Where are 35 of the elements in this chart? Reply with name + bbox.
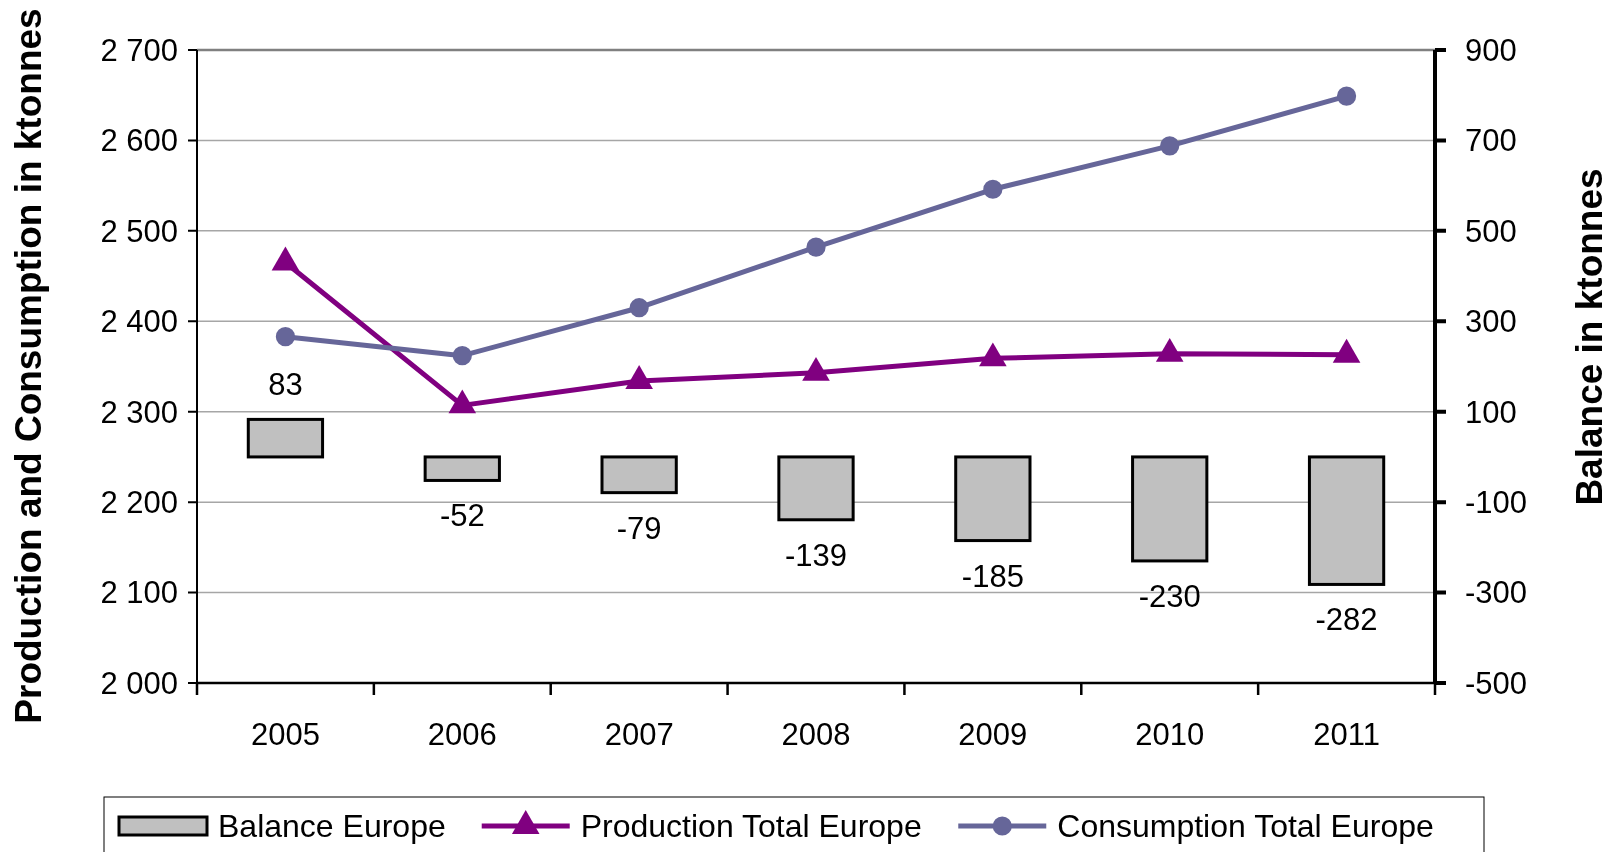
- y2-tick-label: 100: [1465, 394, 1517, 430]
- legend-label: Production Total Europe: [580, 808, 922, 844]
- y-tick-label: 2 600: [100, 123, 178, 159]
- y2-tick-label: 500: [1465, 213, 1517, 249]
- data-label: -139: [784, 537, 848, 573]
- x-tick-label: 2011: [1313, 717, 1380, 752]
- y-tick-label: 2 200: [100, 484, 178, 520]
- x-tick-label: 2007: [604, 717, 674, 752]
- data-label: -185: [961, 558, 1024, 594]
- y2-tick-label: -300: [1465, 575, 1528, 611]
- data-label: -230: [1138, 578, 1201, 614]
- y-tick-label: 2 700: [100, 32, 178, 68]
- y2-axis-title: Balance in ktonnes: [1569, 168, 1610, 506]
- data-label: -282: [1315, 602, 1378, 638]
- y2-tick-label: 300: [1465, 304, 1517, 340]
- y2-tick-label: 700: [1465, 123, 1517, 159]
- x-tick-label: 2006: [427, 717, 497, 752]
- y-axis-title: Production and Consumption in ktonnes: [8, 8, 49, 724]
- y-tick-label: 2 000: [100, 665, 178, 701]
- x-tick-label: 2010: [1135, 717, 1205, 752]
- y2-tick-label: -100: [1465, 484, 1528, 520]
- x-tick-label: 2008: [781, 717, 851, 752]
- data-label: 83: [268, 367, 303, 403]
- data-label: -52: [439, 498, 485, 534]
- y-tick-label: 2 300: [100, 394, 178, 430]
- y-tick-label: 2 100: [100, 575, 178, 611]
- y-tick-label: 2 400: [100, 304, 178, 340]
- y2-tick-label: 900: [1465, 32, 1517, 68]
- data-label: -79: [616, 510, 662, 546]
- legend-label: Balance Europe: [218, 808, 446, 844]
- y2-tick-label: -500: [1465, 665, 1528, 701]
- x-tick-label: 2005: [250, 717, 320, 752]
- x-tick-label: 2009: [958, 717, 1028, 752]
- legend-label: Consumption Total Europe: [1057, 808, 1434, 844]
- y-tick-label: 2 500: [100, 213, 178, 249]
